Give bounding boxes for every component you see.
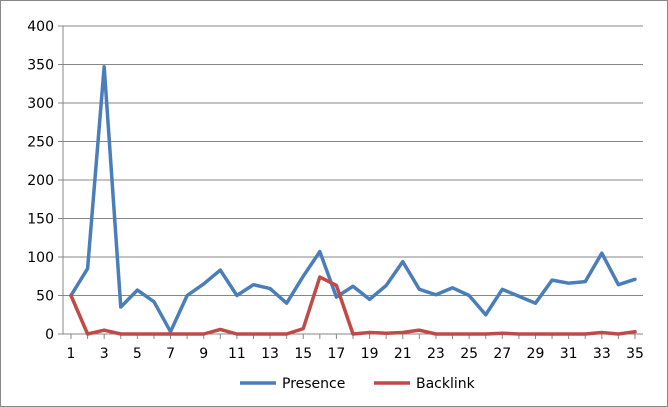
y-tick-label: 300 — [27, 96, 54, 112]
x-axis-ticks: 1 3 5 7 9 11 13 15 17 19 21 23 25 27 29 31 33 35 — [67, 334, 644, 362]
x-tick-label: 9 — [199, 346, 208, 362]
x-tick-label: 7 — [166, 346, 175, 362]
x-tick-label: 21 — [394, 346, 412, 362]
gridlines — [63, 25, 643, 296]
y-tick-label: 150 — [27, 212, 54, 228]
y-tick-label: 200 — [27, 173, 54, 189]
y-tick-label: 50 — [36, 289, 54, 305]
y-tick-label: 0 — [45, 327, 54, 343]
x-tick-label: 33 — [593, 346, 611, 362]
y-tick-label: 250 — [27, 135, 54, 151]
x-tick-label: 25 — [460, 346, 478, 362]
x-tick-label: 17 — [327, 346, 345, 362]
y-axis-ticks: 0 50 100 150 200 250 300 350 400 — [27, 19, 63, 343]
x-tick-label: 35 — [626, 346, 644, 362]
legend-label-backlink: Backlink — [416, 376, 476, 392]
x-tick-label: 13 — [261, 346, 279, 362]
y-tick-label: 100 — [27, 250, 54, 266]
x-tick-label: 11 — [228, 346, 246, 362]
legend: Presence Backlink — [240, 376, 476, 392]
x-tick-label: 15 — [294, 346, 312, 362]
x-tick-label: 1 — [67, 346, 76, 362]
series-line-backlink — [69, 275, 637, 336]
y-tick-label: 400 — [27, 19, 54, 35]
legend-label-presence: Presence — [282, 376, 345, 392]
x-tick-label: 27 — [493, 346, 511, 362]
x-tick-label: 3 — [100, 346, 109, 362]
x-tick-label: 29 — [527, 346, 545, 362]
x-tick-label: 23 — [427, 346, 445, 362]
x-tick-label: 19 — [361, 346, 379, 362]
x-tick-label: 5 — [133, 346, 142, 362]
series-lines — [69, 65, 637, 336]
series-line-presence — [69, 65, 637, 334]
x-tick-label: 31 — [560, 346, 578, 362]
y-tick-label: 350 — [27, 58, 54, 74]
